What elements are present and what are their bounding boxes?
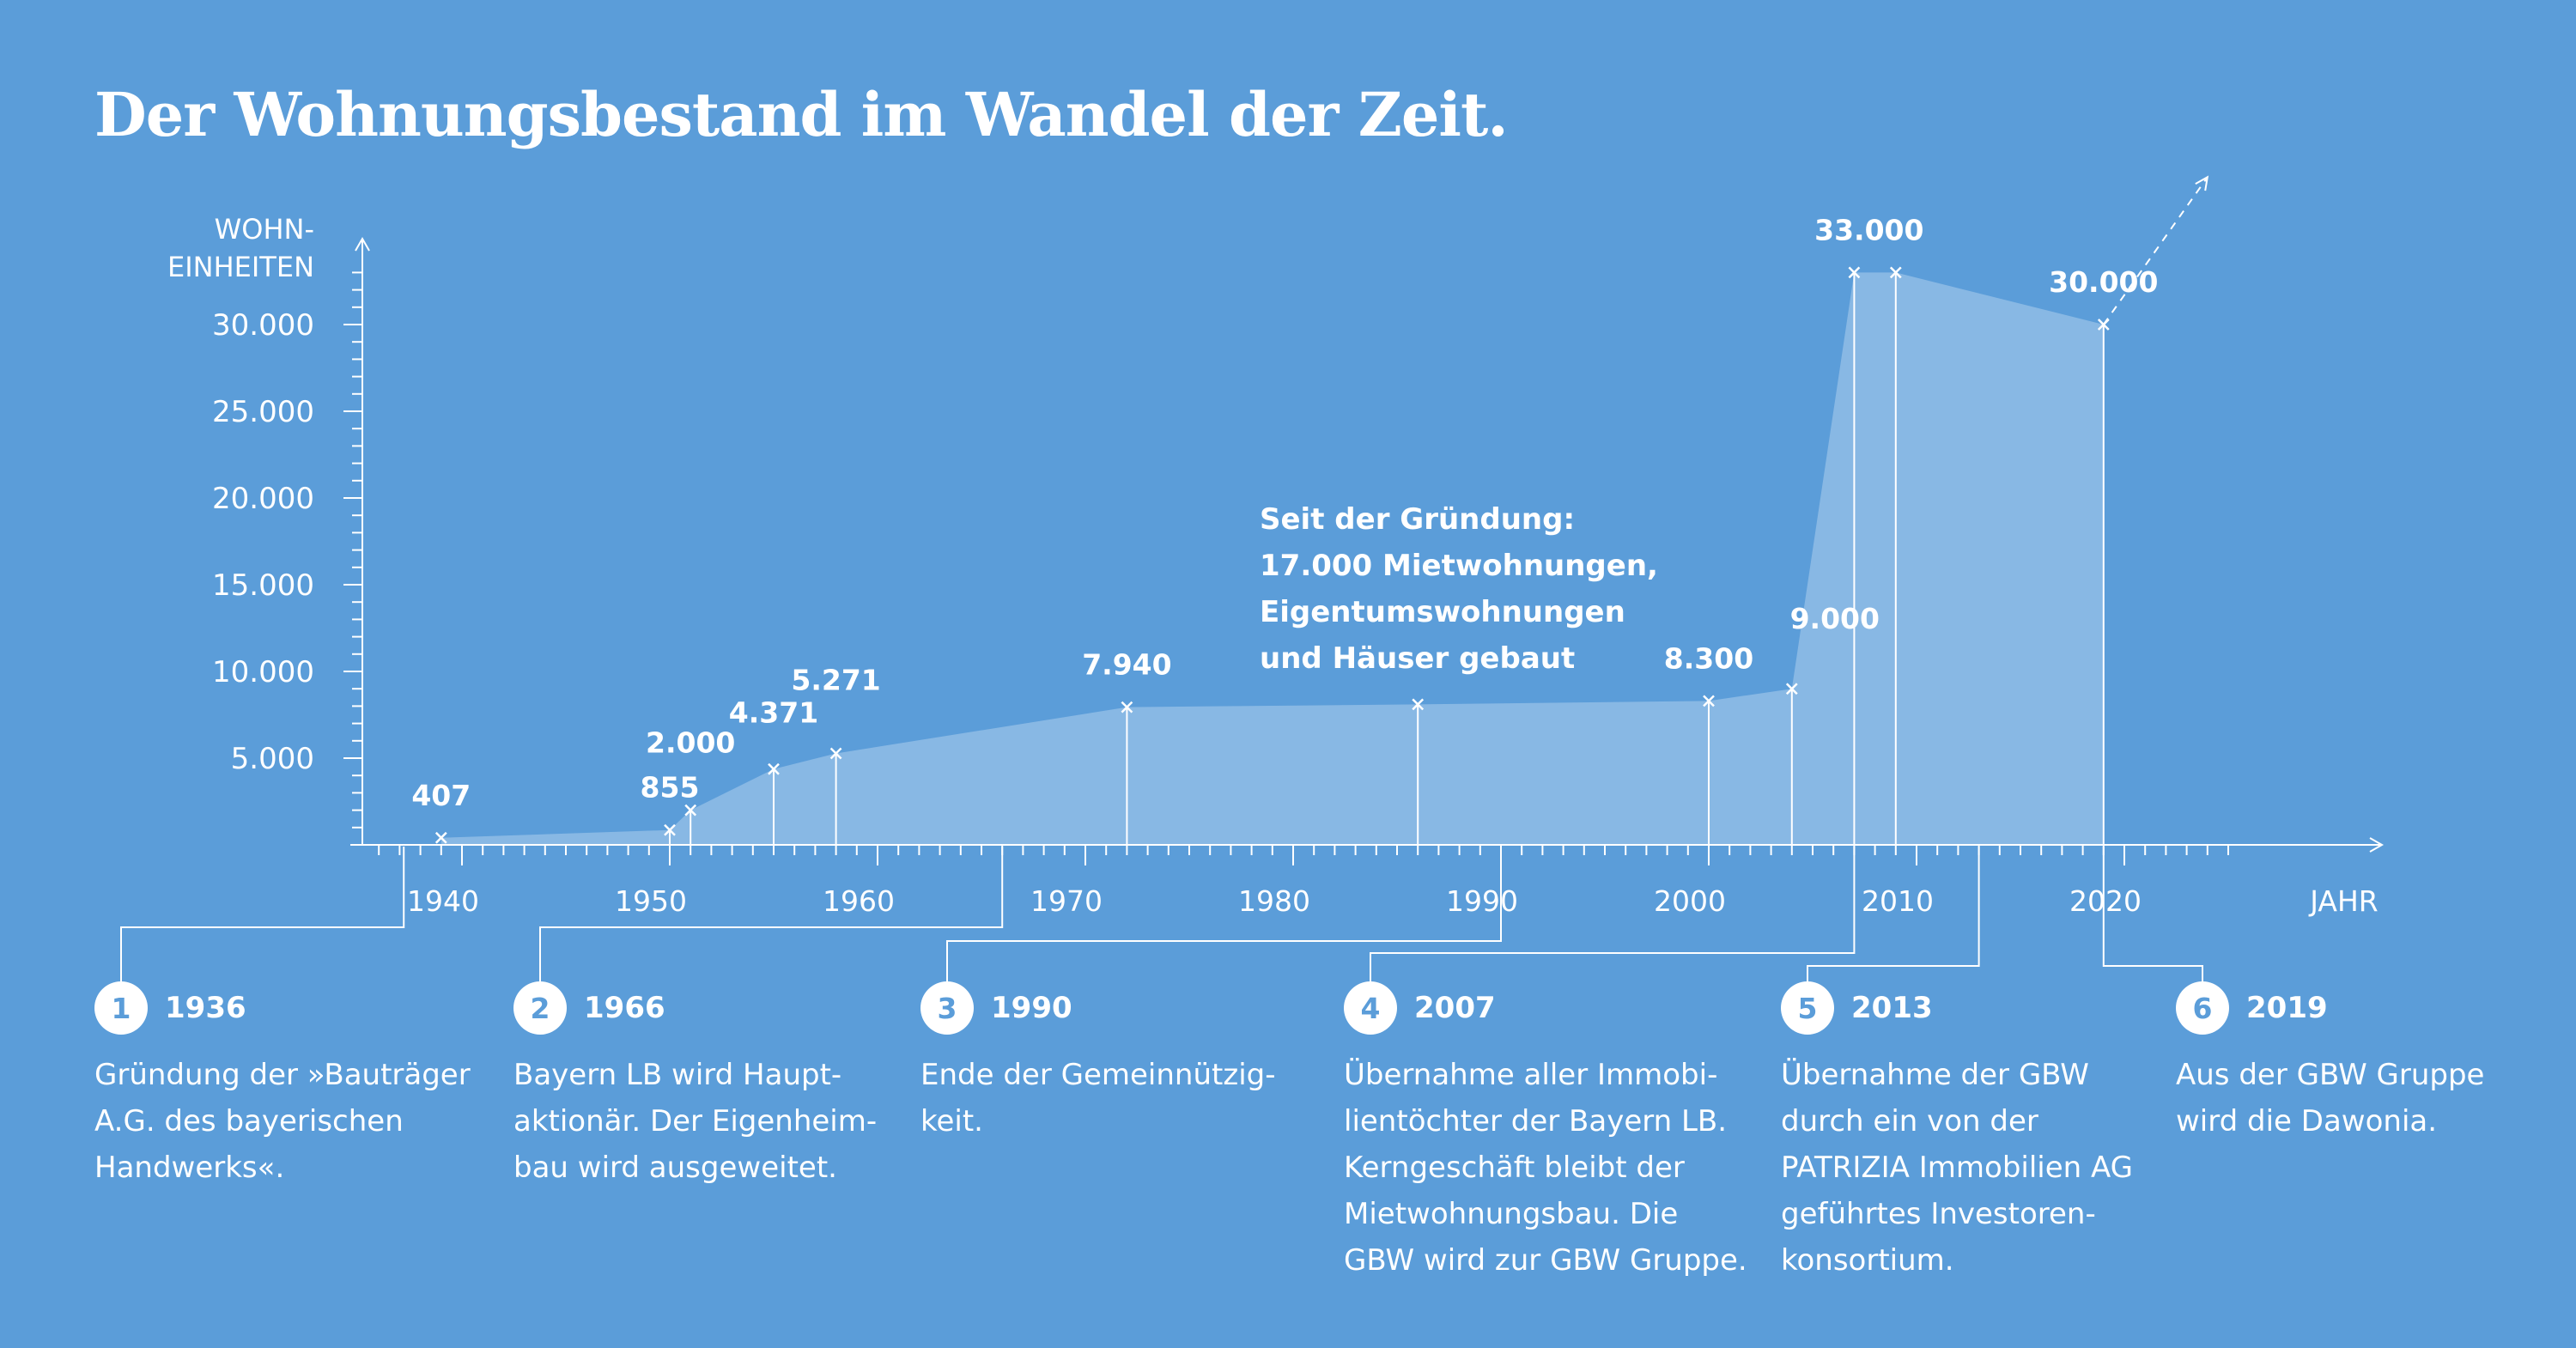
milestone-connector xyxy=(539,847,1004,981)
data-label: 9.000 xyxy=(1790,602,1880,635)
milestone-number: 5 xyxy=(1781,981,1834,1035)
milestone-year: 1936 xyxy=(165,991,246,1025)
data-label: 2.000 xyxy=(646,726,735,760)
x-axis-arrow xyxy=(2369,837,2385,853)
milestone-year: 2013 xyxy=(1851,991,1933,1025)
milestone-year: 2019 xyxy=(2246,991,2328,1025)
y-axis-arrow xyxy=(355,236,370,252)
milestone-text: Aus der GBW Gruppe wird die Dawonia. xyxy=(2176,1058,2485,1139)
x-tick-label: 1940 xyxy=(407,884,479,918)
milestone-text: Übernahme aller Immobi- lientöchter der … xyxy=(1344,1058,1747,1278)
x-tick-label: 2000 xyxy=(1654,884,1726,918)
data-point-marker xyxy=(1848,266,1861,279)
milestone-connector xyxy=(1807,847,1980,981)
y-tick-label: 25.000 xyxy=(212,395,314,429)
marker-stroke xyxy=(1412,698,1425,711)
x-tick-label: 2020 xyxy=(2069,884,2142,918)
data-point-marker xyxy=(1785,683,1798,695)
data-point-marker xyxy=(434,831,447,844)
data-point-marker xyxy=(684,804,697,817)
x-tick-label: 1990 xyxy=(1446,884,1518,918)
milestone-text: Bayern LB wird Haupt- aktionär. Der Eige… xyxy=(513,1058,878,1185)
milestone-number: 4 xyxy=(1344,981,1397,1035)
milestone-3: 3 1990 Ende der Gemeinnützig- keit. xyxy=(920,981,1298,1145)
annotation-text: Eigentumswohnungen xyxy=(1260,595,1625,629)
milestone-number: 2 xyxy=(513,981,567,1035)
annotation-text: und Häuser gebaut xyxy=(1260,641,1575,676)
x-axis-label: JAHR xyxy=(2308,884,2378,918)
trend-arrow-head xyxy=(2195,175,2209,191)
milestone-text: Übernahme der GBW durch ein von der PATR… xyxy=(1781,1058,2134,1278)
milestone-number: 3 xyxy=(920,981,974,1035)
data-label: 4.371 xyxy=(729,696,818,730)
x-tick-label: 1970 xyxy=(1030,884,1103,918)
data-point-marker xyxy=(768,762,780,775)
milestone-text: Ende der Gemeinnützig- keit. xyxy=(920,1058,1276,1139)
data-label: 8.300 xyxy=(1664,641,1753,675)
x-tick-label: 1980 xyxy=(1238,884,1310,918)
data-point-marker xyxy=(1412,698,1425,711)
milestone-text: Gründung der »Bauträger A.G. des bayeris… xyxy=(94,1058,471,1185)
y-tick-label: 20.000 xyxy=(212,482,314,516)
y-axis-label: EINHEITEN xyxy=(167,251,314,283)
data-label: 407 xyxy=(411,779,471,812)
marker-stroke xyxy=(1889,266,1902,279)
milestone-4: 4 2007 Übernahme aller Immobi- lientöchte… xyxy=(1344,981,1756,1284)
marker-stroke xyxy=(664,823,676,836)
data-point-marker xyxy=(664,823,676,836)
page-title: Der Wohnungsbestand im Wandel der Zeit. xyxy=(94,79,1509,150)
y-axis-label: WOHN- xyxy=(215,213,314,246)
milestone-1: 1 1936 Gründung der »Bauträger A.G. des b… xyxy=(94,981,481,1191)
data-label: 7.940 xyxy=(1082,648,1171,682)
milestone-year: 1966 xyxy=(584,991,665,1025)
area-fill xyxy=(440,272,2104,845)
y-tick-label: 5.000 xyxy=(231,742,314,776)
data-label: 855 xyxy=(641,771,700,805)
milestone-connector xyxy=(120,847,405,981)
data-point-marker xyxy=(829,747,842,760)
trend-arrow-line xyxy=(2102,176,2208,325)
y-tick-label: 15.000 xyxy=(212,568,314,603)
milestone-number: 6 xyxy=(2176,981,2229,1035)
annotation-text: 17.000 Mietwohnungen, xyxy=(1260,549,1658,583)
marker-stroke xyxy=(1785,683,1798,695)
data-point-marker xyxy=(1703,695,1715,707)
milestone-connector xyxy=(2102,847,2203,981)
data-point-marker xyxy=(1889,266,1902,279)
x-tick-label: 1950 xyxy=(615,884,687,918)
data-label: 33.000 xyxy=(1814,213,1923,246)
y-tick-label: 10.000 xyxy=(212,655,314,689)
milestone-connector xyxy=(1370,847,1856,981)
marker-stroke xyxy=(434,831,447,844)
annotation-text: Seit der Gründung: xyxy=(1260,502,1575,537)
milestone-connector xyxy=(946,847,1502,981)
marker-stroke xyxy=(1121,701,1133,713)
milestone-number: 1 xyxy=(94,981,148,1035)
milestone-year: 1990 xyxy=(991,991,1072,1025)
data-point-marker xyxy=(1121,701,1133,713)
data-label: 30.000 xyxy=(2049,265,2158,299)
x-tick-label: 2010 xyxy=(1862,884,1934,918)
milestone-2: 2 1966 Bayern LB wird Haupt- aktionär. De… xyxy=(513,981,891,1191)
marker-stroke xyxy=(684,804,697,817)
marker-stroke xyxy=(1703,695,1715,707)
marker-stroke xyxy=(1848,266,1861,279)
milestone-5: 5 2013 Übernahme der GBW durch ein von de… xyxy=(1781,981,2159,1284)
milestone-6: 6 2019 Aus der GBW Gruppe wird die Dawoni… xyxy=(2176,981,2537,1145)
marker-stroke xyxy=(768,762,780,775)
x-tick-label: 1960 xyxy=(823,884,895,918)
milestone-year: 2007 xyxy=(1414,991,1496,1025)
marker-stroke xyxy=(829,747,842,760)
data-label: 5.271 xyxy=(791,664,880,697)
y-tick-label: 30.000 xyxy=(212,308,314,343)
